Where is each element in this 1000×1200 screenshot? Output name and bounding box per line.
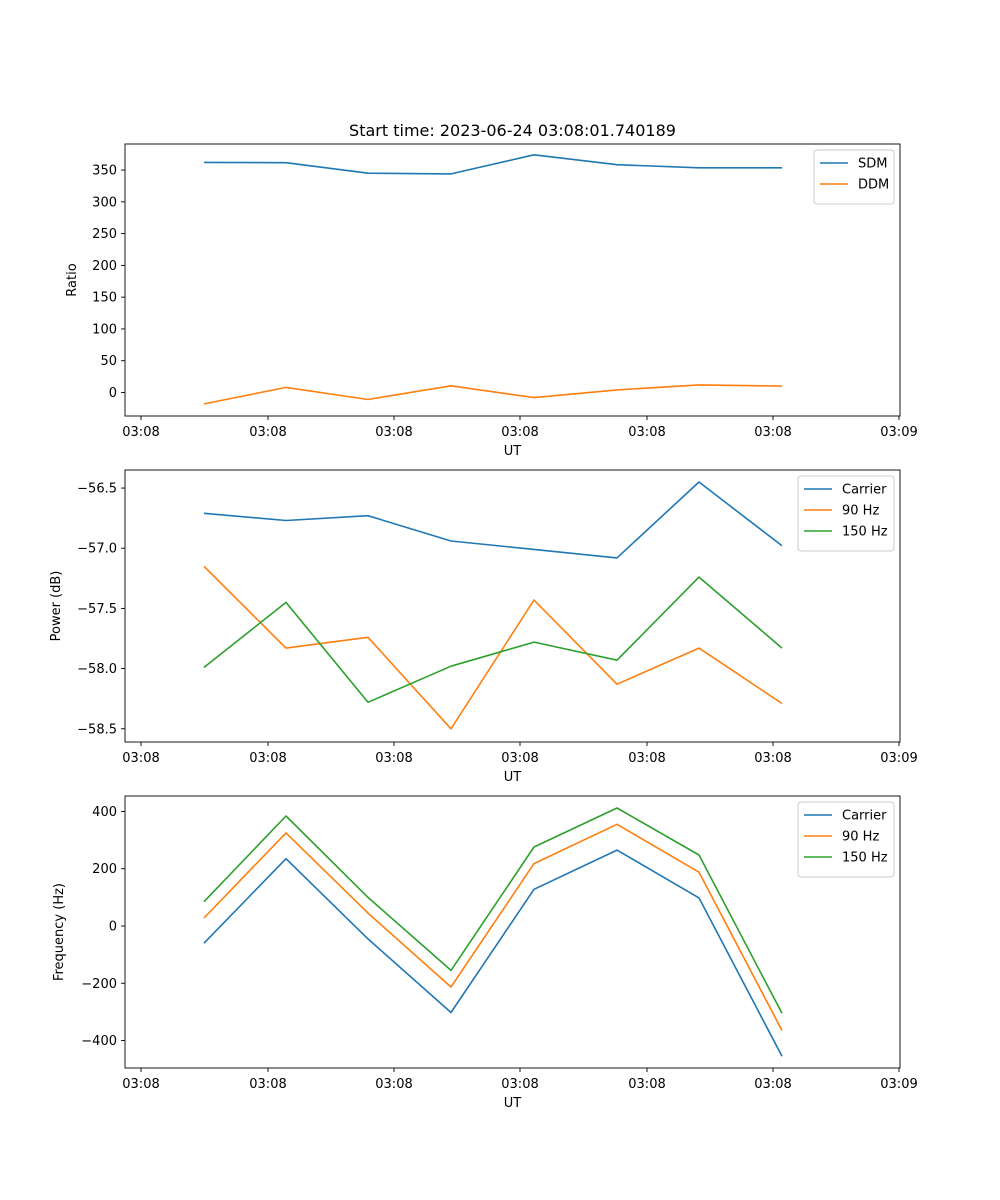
- y-tick-label: −400: [81, 1034, 117, 1049]
- plot-frame: [124, 469, 901, 743]
- x-tick-label: 03:08: [122, 751, 159, 766]
- panel-1: 03:08 03:08 03:08 03:08 03:08 03:08 03:09 UT 0 50…: [65, 143, 918, 459]
- y-axis-label: Frequency (Hz): [52, 883, 67, 981]
- x-tick-label: 03:09: [880, 751, 917, 766]
- series-line-3: [203, 807, 783, 1014]
- y-axis-label: Power (dB): [49, 571, 64, 642]
- y-axis-label: Ratio: [65, 263, 80, 296]
- x-tick-label: 03:08: [501, 1077, 538, 1092]
- legend-label-2: DDM: [858, 178, 889, 193]
- y-tick-label: 200: [92, 259, 117, 274]
- y-tick-label: 200: [92, 862, 117, 877]
- y-tick-label: 150: [92, 291, 117, 306]
- x-tick-label: 03:08: [628, 751, 665, 766]
- legend: Carrier 90 Hz 150 Hz: [797, 475, 895, 552]
- series-line-2: [203, 384, 783, 405]
- legend-box: [797, 801, 895, 878]
- y-tick-label: 0: [109, 386, 117, 401]
- legend-label-2: 90 Hz: [842, 504, 879, 519]
- series-line-1: [203, 849, 783, 1057]
- x-tick-label: 03:09: [880, 425, 917, 440]
- x-tick-label: 03:08: [628, 1077, 665, 1092]
- y-tick-label: −58.5: [77, 722, 117, 737]
- series-line-2: [203, 823, 783, 1031]
- x-tick-label: 03:08: [501, 751, 538, 766]
- x-tick-label: 03:08: [249, 751, 286, 766]
- x-tick-label: 03:08: [375, 1077, 412, 1092]
- x-tick-label: 03:08: [122, 1077, 159, 1092]
- panel-2: 03:08 03:08 03:08 03:08 03:08 03:08 03:09 UT −58…: [49, 469, 918, 785]
- x-tick-label: 03:08: [122, 425, 159, 440]
- x-tick-label: 03:08: [754, 751, 791, 766]
- legend: SDM DDM: [813, 149, 895, 205]
- y-tick-label: −56.5: [77, 482, 117, 497]
- legend-label-1: Carrier: [842, 809, 887, 824]
- y-tick-label: 0: [109, 919, 117, 934]
- y-tick-label: 300: [92, 195, 117, 210]
- y-tick-label: 400: [92, 805, 117, 820]
- x-axis-label: UT: [504, 1096, 522, 1111]
- y-tick-label: 250: [92, 227, 117, 242]
- x-tick-label: 03:08: [249, 425, 286, 440]
- x-tick-label: 03:08: [375, 751, 412, 766]
- x-tick-label: 03:09: [880, 1077, 917, 1092]
- plot-frame: [124, 795, 901, 1069]
- series-line-1: [203, 481, 783, 559]
- x-tick-label: 03:08: [628, 425, 665, 440]
- legend-label-1: Carrier: [842, 483, 887, 498]
- legend: Carrier 90 Hz 150 Hz: [797, 801, 895, 878]
- legend-label-3: 150 Hz: [842, 525, 888, 540]
- panel-3: 03:08 03:08 03:08 03:08 03:08 03:08 03:09 UT −40…: [52, 795, 918, 1111]
- y-tick-label: −57.0: [77, 542, 117, 557]
- x-tick-label: 03:08: [754, 1077, 791, 1092]
- y-tick-label: 100: [92, 322, 117, 337]
- legend-box: [797, 475, 895, 552]
- x-tick-label: 03:08: [375, 425, 412, 440]
- series-line-3: [203, 576, 783, 704]
- legend-label-3: 150 Hz: [842, 851, 888, 866]
- x-tick-label: 03:08: [501, 425, 538, 440]
- series-line-2: [203, 565, 783, 730]
- figure-title: Start time: 2023-06-24 03:08:01.740189: [349, 121, 676, 140]
- x-axis-label: UT: [504, 444, 522, 459]
- legend-label-2: 90 Hz: [842, 830, 879, 845]
- y-tick-label: 50: [100, 354, 117, 369]
- y-tick-label: −200: [81, 977, 117, 992]
- x-tick-label: 03:08: [754, 425, 791, 440]
- x-axis-label: UT: [504, 770, 522, 785]
- x-tick-label: 03:08: [249, 1077, 286, 1092]
- series-line-1: [203, 154, 782, 175]
- y-tick-label: −58.0: [77, 662, 117, 677]
- y-tick-label: 350: [92, 164, 117, 179]
- y-tick-label: −57.5: [77, 602, 117, 617]
- legend-label-1: SDM: [858, 157, 887, 172]
- plot-frame: [124, 143, 901, 417]
